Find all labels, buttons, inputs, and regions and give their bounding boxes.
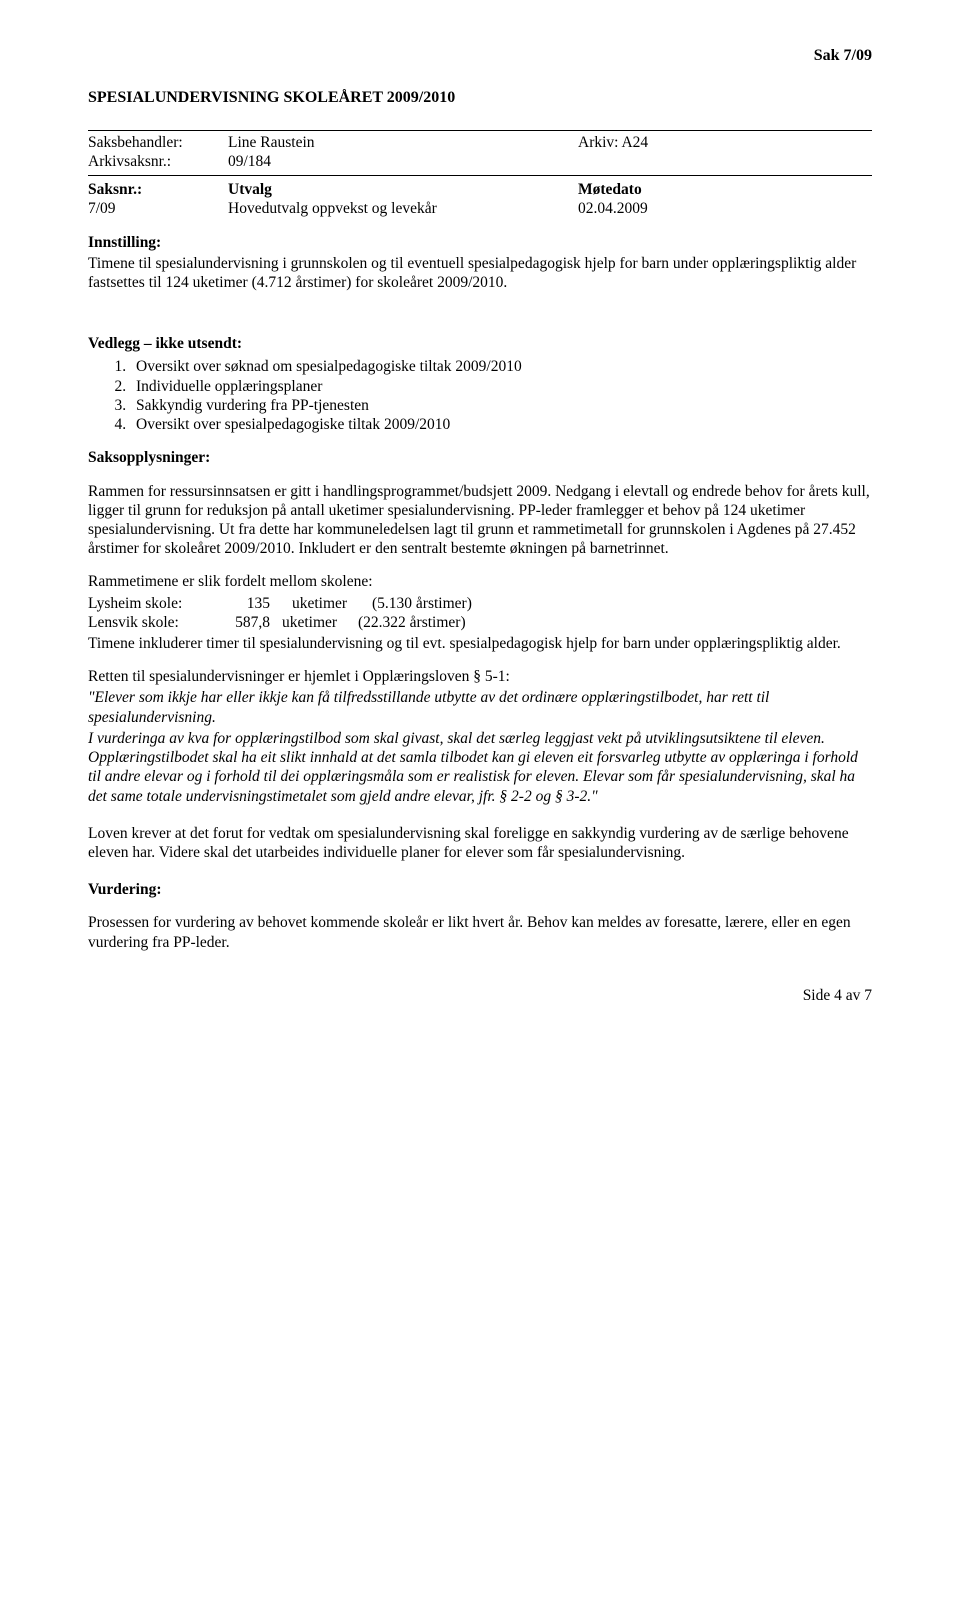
school-uketimer-label: uketimer: [278, 613, 358, 632]
rett-intro: Retten til spesialundervisninger er hjem…: [88, 667, 872, 686]
saksbehandler-label: Saksbehandler:: [88, 133, 228, 152]
row-utvalg: Hovedutvalg oppvekst og levekår: [228, 199, 578, 218]
vedlegg-list: Oversikt over søknad om spesialpedagogis…: [130, 357, 872, 434]
rammetimer-intro: Rammetimene er slik fordelt mellom skole…: [88, 572, 872, 591]
school-row: Lensvik skole: 587,8 uketimer (22.322 år…: [88, 613, 872, 632]
loven-paragraph: Loven krever at det forut for vedtak om …: [88, 824, 872, 862]
school-rows: Lysheim skole: 135 uketimer (5.130 årsti…: [88, 594, 872, 632]
document-title: SPESIALUNDERVISNING SKOLEÅRET 2009/2010: [88, 88, 872, 108]
school-aarstimer: (5.130 årstimer): [358, 594, 472, 613]
vurdering-label: Vurdering:: [88, 880, 872, 899]
innstilling-text: Timene til spesialundervisning i grunnsk…: [88, 254, 872, 292]
school-uketimer-label: uketimer: [278, 594, 358, 613]
list-item: Sakkyndig vurdering fra PP-tjenesten: [130, 396, 872, 415]
header-utvalg: Utvalg: [228, 180, 578, 199]
utvalg-header-row: Saksnr.: Utvalg Møtedato: [88, 180, 872, 199]
quote-2: I vurderinga av kva for opplæringstilbod…: [88, 729, 872, 806]
arkivsaksnr-label: Arkivsaksnr.:: [88, 152, 228, 171]
arkivsaksnr-value: 09/184: [228, 152, 578, 171]
vurdering-p1: Prosessen for vurdering av behovet komme…: [88, 913, 872, 951]
innstilling-label: Innstilling:: [88, 233, 872, 252]
school-name: Lensvik skole:: [88, 613, 218, 632]
school-aarstimer: (22.322 årstimer): [358, 613, 466, 632]
utvalg-data-row: 7/09 Hovedutvalg oppvekst og levekår 02.…: [88, 199, 872, 218]
arkiv-label: Arkiv: A24: [578, 133, 872, 152]
list-item: Oversikt over søknad om spesialpedagogis…: [130, 357, 872, 376]
case-number-header: Sak 7/09: [88, 46, 872, 66]
list-item: Individuelle opplæringsplaner: [130, 377, 872, 396]
header-saksnr: Saksnr.:: [88, 180, 228, 199]
divider: [88, 175, 872, 176]
list-item: Oversikt over spesialpedagogiske tiltak …: [130, 415, 872, 434]
school-uketimer: 587,8: [218, 613, 278, 632]
meta-table: Saksbehandler: Line Raustein Arkiv: A24 …: [88, 133, 872, 171]
school-uketimer: 135: [218, 594, 278, 613]
vedlegg-label: Vedlegg – ikke utsendt:: [88, 334, 872, 353]
divider: [88, 130, 872, 131]
school-row: Lysheim skole: 135 uketimer (5.130 årsti…: [88, 594, 872, 613]
saksopplysninger-p1: Rammen for ressursinnsatsen er gitt i ha…: [88, 482, 872, 559]
page-footer: Side 4 av 7: [88, 986, 872, 1005]
saksopplysninger-label: Saksopplysninger:: [88, 448, 872, 467]
quote-1: "Elever som ikkje har eller ikkje kan få…: [88, 688, 872, 726]
row-saksnr: 7/09: [88, 199, 228, 218]
rammetimer-after: Timene inkluderer timer til spesialunder…: [88, 634, 872, 653]
saksbehandler-value: Line Raustein: [228, 133, 578, 152]
school-name: Lysheim skole:: [88, 594, 218, 613]
row-dato: 02.04.2009: [578, 199, 872, 218]
header-motedato: Møtedato: [578, 180, 872, 199]
